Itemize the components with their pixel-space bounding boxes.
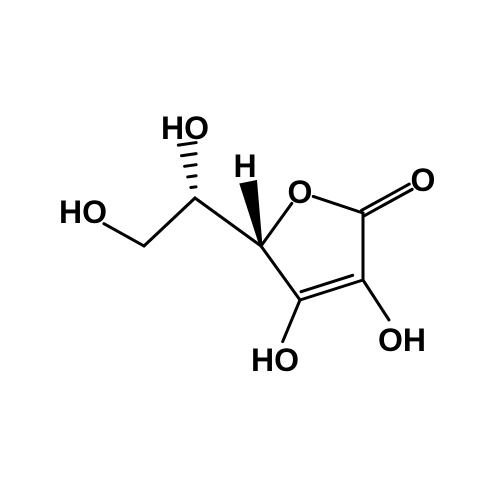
atom-label-OH_C2: OH — [378, 322, 426, 358]
atom-label-O_ring: O — [288, 174, 313, 210]
atom-label-OH_C5: HO — [161, 110, 209, 146]
atom-label-OH_C6: HO — [59, 194, 107, 230]
atom-label-OH_C3: HO — [251, 342, 299, 378]
atom-label-O_keto: O — [411, 162, 436, 198]
atom-label-H_C4: H — [233, 148, 256, 184]
